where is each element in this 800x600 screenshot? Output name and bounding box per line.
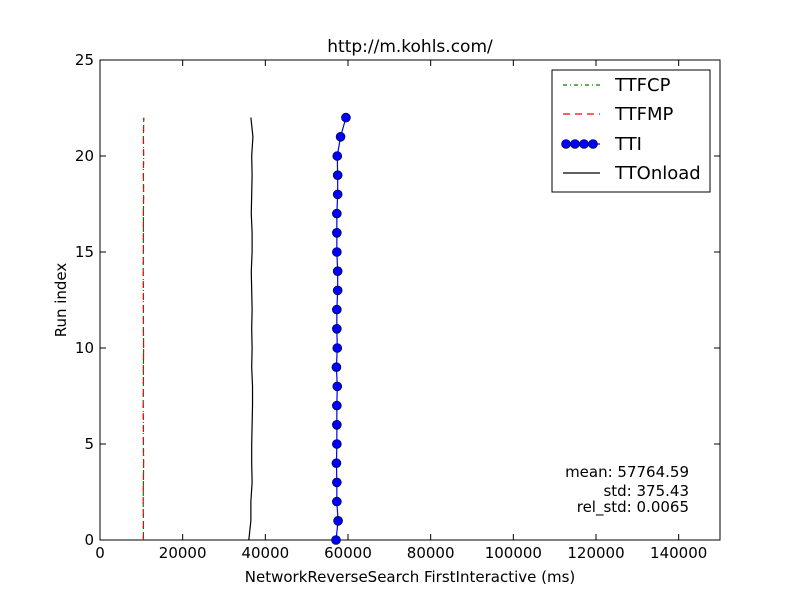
- plot-frame: [99, 59, 721, 541]
- data-point-tti: [332, 400, 342, 411]
- stats-rel-std: rel_std: 0.0065: [577, 498, 689, 517]
- data-point-tti: [332, 266, 343, 277]
- legend-item-ttonload: TTOnload: [563, 163, 701, 184]
- data-point-tti: [332, 304, 342, 315]
- data-point-tti: [332, 323, 342, 334]
- data-point-tti: [332, 170, 343, 180]
- y-tick-label: 20: [75, 147, 94, 165]
- data-point-tti: [332, 439, 342, 449]
- data-point-tti: [332, 247, 342, 257]
- y-axis-label: Run index: [52, 263, 70, 338]
- legend-label-ttonload: TTOnload: [614, 163, 701, 184]
- chart-title: http://m.kohls.com/: [327, 37, 493, 57]
- data-point-tti: [332, 151, 343, 161]
- legend-label-tti: TTI: [614, 134, 642, 155]
- series-line-ttfmp: [142, 117, 145, 540]
- data-point-tti: [332, 189, 343, 200]
- x-tick-label: 140000: [650, 544, 707, 562]
- x-axis-label: NetworkReverseSearch FirstInteractive (m…: [245, 568, 576, 586]
- data-point-tti: [331, 535, 341, 545]
- data-point-tti: [335, 132, 346, 142]
- legend-marker-tti: [570, 139, 580, 149]
- data-point-tti: [331, 458, 342, 469]
- y-tick-label: 5: [84, 435, 94, 453]
- legend-item-ttfmp: TTFMP: [563, 104, 674, 125]
- data-point-tti: [332, 208, 342, 219]
- series-layer: [142, 112, 351, 545]
- data-point-tti: [332, 228, 342, 238]
- data-point-tti: [332, 419, 342, 430]
- x-tick-label: 100000: [485, 544, 542, 562]
- x-tick-label: 0: [95, 544, 105, 562]
- x-tick-label: 40000: [241, 544, 289, 562]
- axis-ticks: 0 20000 40000 60000 80000 100000 120000 140000 0…: [75, 51, 720, 562]
- legend-box: [551, 69, 711, 193]
- stats-mean: mean: 57764.59: [565, 463, 689, 481]
- y-tick-label: 0: [84, 531, 94, 549]
- y-tick-label: 25: [75, 51, 94, 69]
- legend-marker-tti: [561, 139, 571, 149]
- stats-annotations: mean: 57764.59 std: 375.43 rel_std: 0.00…: [565, 463, 689, 517]
- data-point-tti: [332, 285, 343, 296]
- legend-marker-tti: [588, 139, 598, 149]
- y-tick-label: 10: [75, 339, 94, 357]
- x-tick-label: 60000: [324, 544, 372, 562]
- x-tick-label: 20000: [159, 544, 207, 562]
- series-line-ttonload: [248, 117, 254, 541]
- legend-marker-tti: [579, 139, 589, 149]
- legend: TTFCP TTFMP TTI TTOnload: [551, 69, 711, 193]
- data-point-tti: [332, 477, 342, 488]
- x-tick-label: 120000: [567, 544, 624, 562]
- data-point-tti: [331, 362, 342, 373]
- data-point-tti: [332, 496, 342, 507]
- x-tick-label: 80000: [407, 544, 455, 562]
- data-point-tti: [332, 343, 343, 353]
- stats-std: std: 375.43: [603, 482, 689, 500]
- legend-label-ttfmp: TTFMP: [614, 104, 674, 125]
- y-tick-label: 15: [75, 243, 94, 261]
- data-point-tti: [333, 515, 343, 526]
- legend-item-tti: TTI: [561, 134, 642, 155]
- legend-item-ttfcp: TTFCP: [563, 75, 671, 96]
- plot-area: 0 20000 40000 60000 80000 100000 120000 140000 0…: [75, 51, 721, 562]
- data-point-tti: [332, 381, 343, 392]
- data-point-tti: [341, 112, 351, 123]
- legend-items: TTFCP TTFMP TTI TTOnload: [561, 75, 701, 184]
- legend-label-ttfcp: TTFCP: [614, 75, 671, 96]
